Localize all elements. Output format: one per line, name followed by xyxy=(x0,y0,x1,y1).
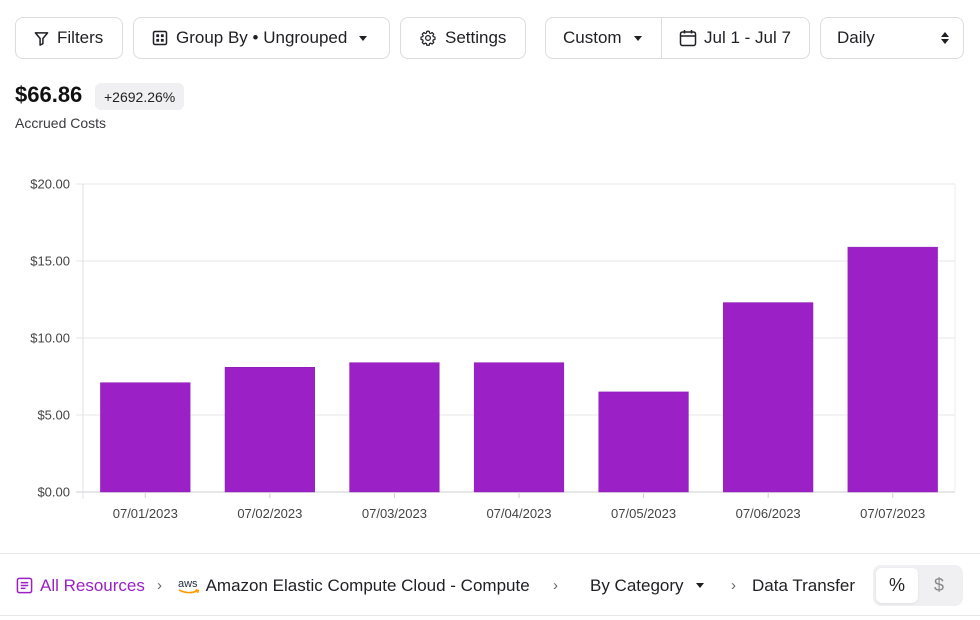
accrued-cost-label: Accrued Costs xyxy=(15,115,107,131)
bar-07-06-2023 xyxy=(723,302,814,493)
date-range-label: Jul 1 - Jul 7 xyxy=(704,28,791,47)
bar-07-02-2023 xyxy=(224,367,315,493)
period-value: Daily xyxy=(837,28,875,47)
y-tick-label: $15.00 xyxy=(30,254,70,269)
list-icon xyxy=(16,577,33,594)
bar-07-07-2023 xyxy=(847,246,938,493)
x-tick-label: 07/03/2023 xyxy=(362,506,427,521)
x-tick-label: 07/04/2023 xyxy=(486,506,551,521)
x-tick-label: 07/01/2023 xyxy=(113,506,178,521)
bar-07-05-2023 xyxy=(598,391,689,493)
filter-icon xyxy=(34,31,49,46)
y-tick-label: $0.00 xyxy=(37,485,70,500)
caret-down-icon xyxy=(695,583,704,588)
bar-07-03-2023 xyxy=(349,362,440,493)
bar-07-01-2023 xyxy=(100,382,191,493)
filters-label: Filters xyxy=(57,28,104,47)
date-range-control: Custom Jul 1 - Jul 7 xyxy=(545,17,810,59)
x-tick-label: 07/02/2023 xyxy=(237,506,302,521)
group-by-dropdown[interactable]: Group By • Ungrouped xyxy=(133,17,390,59)
y-tick-label: $5.00 xyxy=(37,408,70,423)
chevron-right-icon: › xyxy=(157,577,162,594)
calendar-icon xyxy=(679,29,697,47)
breadcrumb-all-resources[interactable]: All Resources xyxy=(16,554,145,617)
breadcrumb-leaf-label: Data Transfer xyxy=(752,575,855,595)
breadcrumb-root-label: All Resources xyxy=(40,575,145,595)
bar-07-04-2023 xyxy=(473,362,565,493)
breadcrumb-category-dropdown[interactable]: By Category xyxy=(590,554,704,617)
dollar-toggle-option[interactable]: $ xyxy=(933,575,944,595)
grid-icon xyxy=(152,30,168,46)
breadcrumb-category-label: By Category xyxy=(590,575,684,595)
accrued-cost-amount: $66.86 xyxy=(15,82,83,107)
filters-button[interactable]: Filters xyxy=(15,17,123,59)
x-tick-label: 07/07/2023 xyxy=(860,506,925,521)
settings-button[interactable]: Settings xyxy=(400,17,526,59)
chevron-right-icon: › xyxy=(731,577,736,594)
chevron-right-icon: › xyxy=(553,577,558,594)
resource-breadcrumb-bar: All Resources › aws Amazon Elastic Compu… xyxy=(0,553,980,616)
group-by-label: Group By • Ungrouped xyxy=(176,28,348,47)
y-tick-label: $10.00 xyxy=(30,331,70,346)
cost-change-badge: +2692.26% xyxy=(95,83,185,110)
x-tick-label: 07/05/2023 xyxy=(611,506,676,521)
range-mode-dropdown[interactable]: Custom xyxy=(546,18,662,58)
y-tick-label: $20.00 xyxy=(30,177,70,192)
value-mode-toggle: % $ xyxy=(873,565,963,606)
breadcrumb-leaf: Data Transfer xyxy=(752,554,855,617)
percent-toggle-option[interactable]: % xyxy=(876,568,918,603)
period-select[interactable]: Daily xyxy=(820,17,964,59)
x-tick-label: 07/06/2023 xyxy=(736,506,801,521)
date-range-picker[interactable]: Jul 1 - Jul 7 xyxy=(662,18,809,58)
aws-logo-icon: aws xyxy=(178,578,200,593)
caret-down-icon xyxy=(359,35,368,41)
range-mode-label: Custom xyxy=(563,28,622,47)
cost-bar-chart: $0.00 $5.00 $10.00 $15.00 $20.00 07/01/2023 07… xyxy=(30,177,956,521)
select-arrows-icon xyxy=(941,32,949,44)
settings-label: Settings xyxy=(445,28,507,47)
caret-down-icon xyxy=(633,35,642,41)
gear-icon xyxy=(419,29,437,47)
breadcrumb-service-label: Amazon Elastic Compute Cloud - Compute xyxy=(205,575,530,595)
breadcrumb-service[interactable]: aws Amazon Elastic Compute Cloud - Compu… xyxy=(178,554,530,617)
